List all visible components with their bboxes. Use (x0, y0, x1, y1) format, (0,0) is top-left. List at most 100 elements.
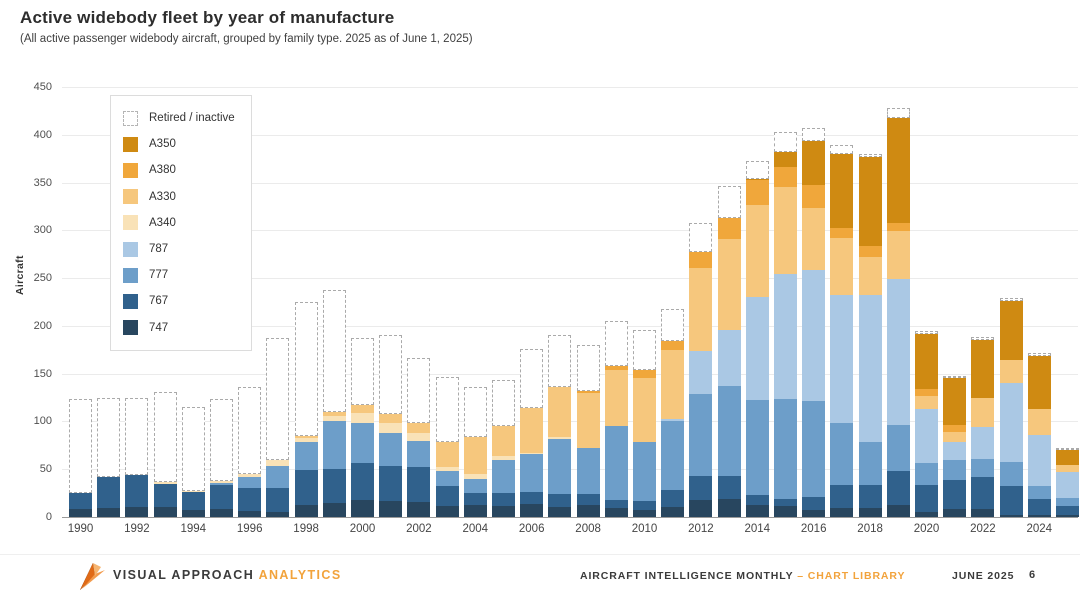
bar-segment-2010-777 (633, 442, 656, 501)
legend-label: 777 (149, 269, 169, 282)
bar-segment-2020-767 (915, 485, 938, 512)
legend-label: A380 (149, 164, 176, 177)
bar-segment-2010-A380 (633, 370, 656, 378)
bar-segment-2019-747 (886, 505, 910, 517)
bar-segment-2021-767 (943, 480, 967, 509)
bar-segment-2001-A330 (379, 414, 403, 423)
bar-segment-1998-A330 (294, 436, 318, 438)
bar-segment-2021-747 (943, 509, 967, 517)
bar-segment-1992-767 (125, 475, 149, 507)
bar-segment-2006-747 (520, 504, 544, 517)
bar-segment-1999-767 (322, 469, 346, 503)
footer: VISUAL APPROACH ANALYTICS AIRCRAFT INTEL… (0, 554, 1080, 609)
bar-segment-2017-777 (830, 423, 854, 485)
x-tick-1996: 1996 (236, 523, 263, 535)
bar-segment-2018-A330 (858, 257, 882, 295)
bar-segment-2006-777 (520, 454, 544, 492)
bar-segment-1997-retired (266, 338, 290, 460)
bar-segment-1999-A330 (322, 412, 346, 416)
bar-segment-2015-A330 (774, 187, 797, 274)
bar-segment-2017-A330 (830, 238, 854, 295)
bar-segment-1995-767 (210, 485, 233, 509)
legend-item-retired-inactive: Retired / inactive (123, 105, 235, 131)
bar-segment-2002-777 (407, 441, 431, 467)
legend-item-a380: A380 (123, 157, 235, 183)
x-tick-2018: 2018 (857, 523, 883, 535)
bar-segment-2004-A330 (463, 437, 487, 474)
publication-date: JUNE 2025 (952, 570, 1015, 582)
bar-segment-1991-767 (97, 477, 121, 508)
bar-segment-2001-A340 (379, 423, 403, 433)
bar-segment-2014-767 (745, 495, 769, 505)
bar-segment-2005-777 (492, 460, 515, 493)
chart-plot-area: Retired / inactive A350 A380 A330 A340 787 777… (34, 81, 1079, 535)
bar-segment-2020-747 (915, 512, 938, 517)
bar-segment-1992-retired (125, 398, 149, 475)
publication-section: CHART LIBRARY (807, 570, 906, 582)
bar-segment-2016-777 (802, 401, 826, 497)
bar-segment-2011-767 (661, 490, 685, 507)
publication-name: AIRCRAFT INTELLIGENCE MONTHLY (580, 570, 794, 582)
bar-segment-2025-A350 (1056, 450, 1079, 465)
bar-segment-1996-retired (238, 387, 262, 474)
x-tick-2024: 2024 (1026, 523, 1053, 535)
bar-segment-1998-777 (294, 442, 318, 470)
bar-segment-2004-A340 (463, 474, 487, 479)
bar-segment-2014-A330 (745, 205, 769, 297)
bar-segment-2015-retired (774, 132, 797, 152)
bar-segment-2022-retired (971, 337, 995, 340)
bar-segment-1996-A340 (238, 474, 262, 477)
bar-segment-2024-787 (1027, 435, 1051, 486)
bar-segment-2012-A330 (689, 268, 713, 351)
legend-label: 747 (149, 321, 169, 334)
bar-segment-2019-767 (886, 471, 910, 505)
legend-swatch (123, 241, 138, 257)
bar-segment-2015-A350 (774, 152, 797, 167)
bar-segment-2011-747 (661, 507, 685, 517)
bar-segment-2014-747 (745, 505, 769, 517)
bar-segment-2025-747 (1056, 515, 1079, 517)
bar-segment-2014-retired (745, 161, 769, 179)
legend-swatch (123, 136, 138, 152)
y-tick-150: 150 (33, 367, 52, 380)
bar-segment-2002-A340 (407, 433, 431, 441)
bar-segment-2004-777 (463, 479, 487, 493)
bar-segment-2007-A330 (548, 387, 572, 437)
bar-segment-1991-747 (97, 508, 121, 517)
bar-segment-2007-A340 (548, 437, 572, 439)
bar-segment-2007-retired (548, 335, 572, 387)
bar-segment-2016-A330 (802, 208, 826, 270)
bar-segment-2000-767 (351, 463, 374, 500)
y-tick-0: 0 (45, 511, 52, 523)
bar-segment-2011-A330 (661, 350, 685, 419)
bar-segment-2020-777 (915, 463, 938, 485)
bar-segment-2023-A330 (999, 360, 1023, 383)
bar-segment-2022-767 (971, 477, 995, 509)
bar-segment-1997-A340 (266, 460, 290, 466)
legend-item-777: 777 (123, 262, 235, 288)
bar-segment-1997-747 (266, 512, 290, 517)
x-tick-1994: 1994 (180, 523, 207, 535)
y-tick-100: 100 (33, 415, 52, 428)
bar-segment-2015-777 (774, 399, 797, 499)
bar-segment-2013-A330 (717, 239, 741, 330)
bar-segment-2013-A380 (717, 218, 741, 239)
bar-segment-2006-A340 (520, 453, 544, 454)
bar-segment-2021-retired (943, 376, 967, 378)
bar-segment-2002-747 (407, 502, 431, 517)
bar-segment-2018-747 (858, 508, 882, 517)
bar-segment-1994-767 (181, 492, 205, 510)
bar-segment-2024-retired (1027, 353, 1051, 356)
bar-segment-2019-A380 (886, 223, 910, 231)
bar-segment-2003-747 (435, 506, 459, 517)
x-tick-2012: 2012 (688, 523, 714, 535)
legend-swatch (123, 162, 138, 178)
bar-segment-1999-747 (322, 503, 346, 517)
bar-segment-2018-777 (858, 442, 882, 485)
legend-item-787: 787 (123, 236, 235, 262)
bar-segment-1998-747 (294, 505, 318, 517)
bar-segment-2014-A350 (745, 179, 769, 180)
bar-segment-2009-777 (604, 426, 628, 500)
y-tick-50: 50 (39, 463, 52, 476)
bar-segment-1993-767 (153, 484, 177, 507)
